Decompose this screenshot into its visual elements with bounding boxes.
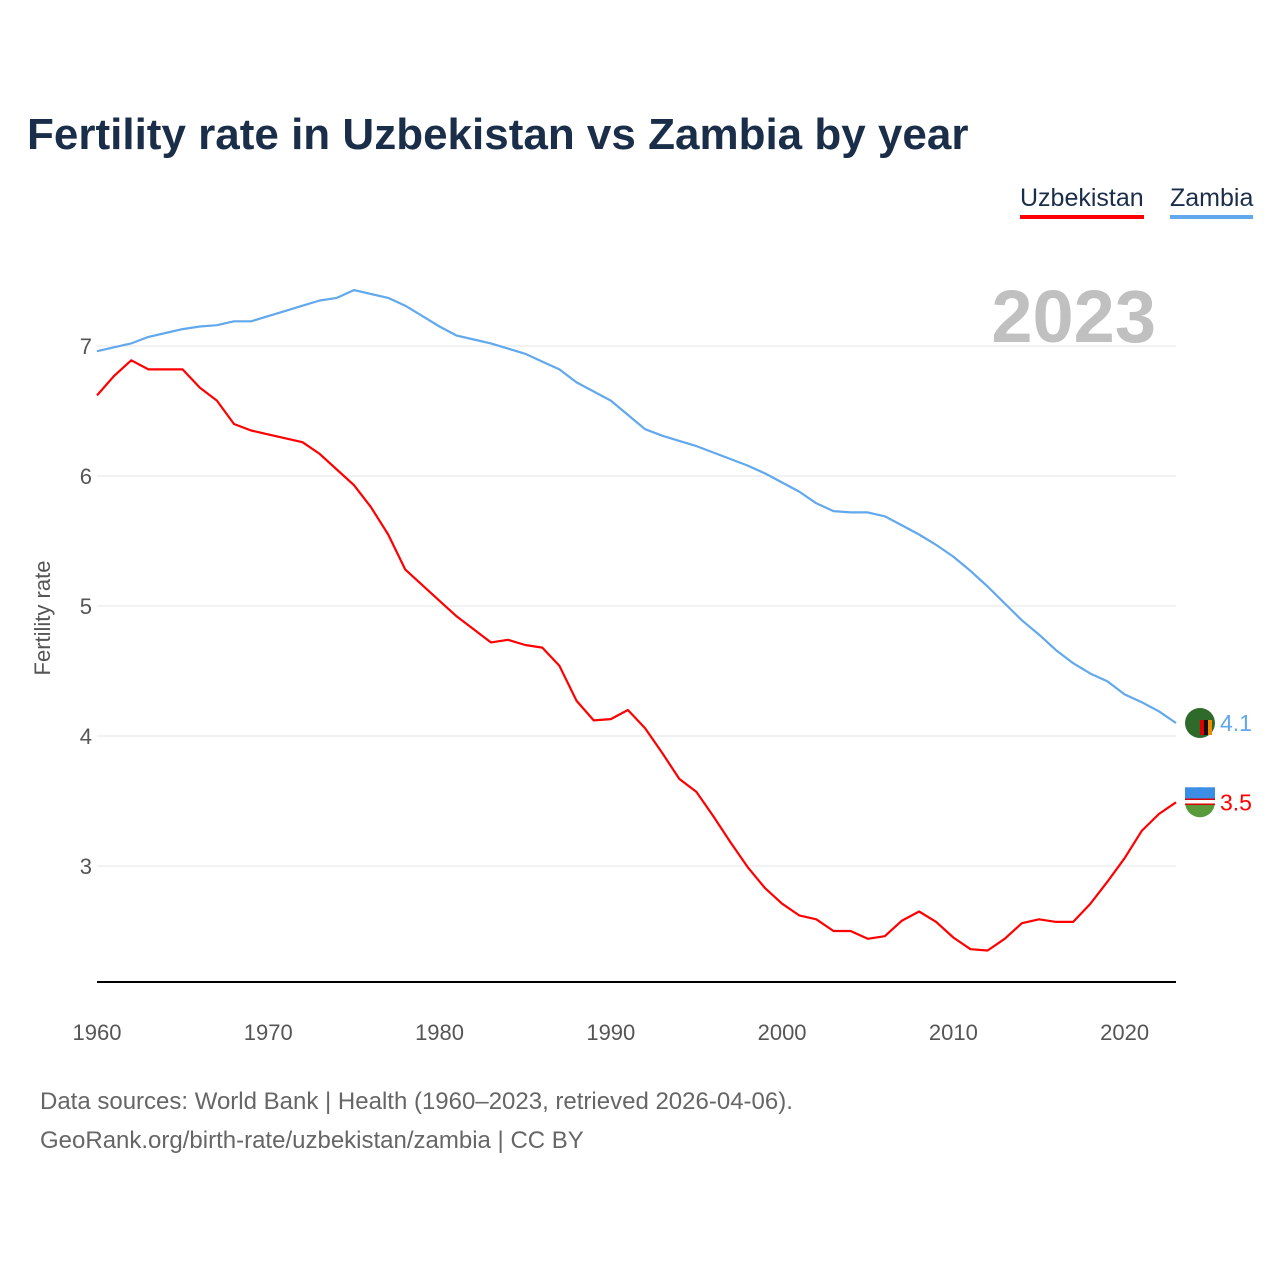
legend-uzbekistan[interactable]: Uzbekistan [1020, 184, 1144, 219]
x-tick-label: 2000 [758, 1020, 807, 1045]
year-watermark: 2023 [991, 275, 1156, 358]
flag-stripe [1200, 720, 1204, 735]
legend-zambia[interactable]: Zambia [1170, 184, 1254, 219]
chart-title: Fertility rate in Uzbekistan vs Zambia b… [27, 110, 969, 159]
x-tick-label: 2020 [1100, 1020, 1149, 1045]
flag-stripe [1204, 720, 1208, 735]
flag-stripe [1185, 799, 1215, 805]
x-tick-label: 1990 [586, 1020, 635, 1045]
y-tick-label: 5 [80, 594, 92, 619]
y-tick-label: 7 [80, 334, 92, 359]
flag-stripe [1185, 787, 1215, 800]
flag-stripe [1208, 720, 1212, 735]
y-tick-label: 3 [80, 854, 92, 879]
x-tick-label: 1980 [415, 1020, 464, 1045]
end-value-label-zambia: 4.1 [1220, 710, 1252, 736]
y-tick-label: 6 [80, 464, 92, 489]
data-sources: Data sources: World Bank | Health (1960–… [40, 1088, 793, 1115]
x-tick-label: 1970 [244, 1020, 293, 1045]
series-line-zambia [96, 289, 1177, 724]
x-tick-label: 2010 [929, 1020, 978, 1045]
y-tick-label: 4 [80, 724, 92, 749]
series-line-uzbekistan [96, 359, 1177, 952]
end-value-label-uzbekistan: 3.5 [1220, 789, 1252, 815]
credit-link[interactable]: GeoRank.org/birth-rate/uzbekistan/zambia… [40, 1127, 584, 1154]
x-tick-label: 1960 [73, 1020, 122, 1045]
